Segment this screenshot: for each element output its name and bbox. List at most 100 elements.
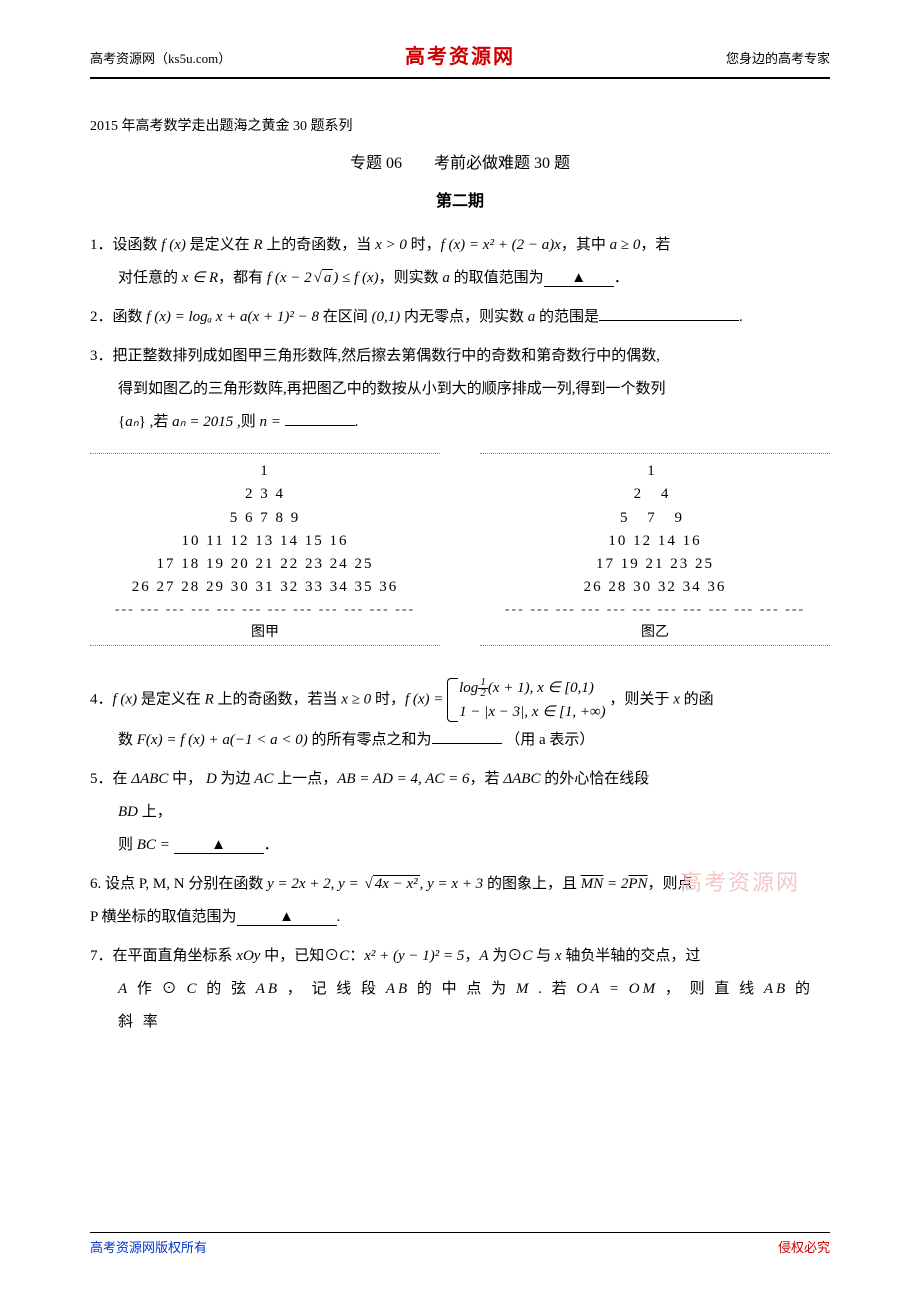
header-left-text: 高考资源网（ bbox=[90, 51, 168, 66]
p7-t: ， 记 线 段 bbox=[280, 981, 386, 997]
p7-t: 的 中 点 为 bbox=[410, 981, 516, 997]
p5-t: 中， bbox=[168, 771, 206, 787]
tri-row: 10 11 12 13 14 15 16 bbox=[90, 530, 440, 553]
p3-num: 3． bbox=[90, 348, 113, 364]
p2-intv: (0,1) bbox=[371, 309, 400, 325]
sqrt-icon: √a bbox=[312, 262, 334, 295]
p2-t: 内无零点，则实数 bbox=[400, 309, 528, 325]
p1-xinR: x ∈ R bbox=[182, 270, 218, 286]
p5-eq: AB = AD = 4, AC = 6 bbox=[337, 771, 469, 787]
header-rule bbox=[90, 77, 830, 79]
p7-t: ： bbox=[349, 948, 364, 964]
p7-C2: C bbox=[522, 948, 532, 964]
p4-Fx: F(x) = f (x) + a(−1 < a < 0) bbox=[137, 732, 308, 748]
p6-l2: P 横坐标的取值范围为 bbox=[90, 909, 237, 925]
p7-AB: AB bbox=[256, 981, 280, 997]
p6-num: 6. bbox=[90, 876, 105, 892]
p3-an: aₙ bbox=[125, 414, 138, 430]
tri-row: 2 4 bbox=[480, 483, 830, 506]
p5-t: 上一点， bbox=[273, 771, 337, 787]
p5-tri: ΔABC bbox=[131, 771, 168, 787]
p1-t: ，都有 bbox=[218, 270, 267, 286]
p7-eq: x² + (y − 1)² = 5 bbox=[364, 948, 464, 964]
tri-row: 26 27 28 29 30 31 32 33 34 35 36 bbox=[90, 576, 440, 599]
tri-row: 1 bbox=[90, 460, 440, 483]
problem-7: 7．在平面直角坐标系 xOy 中，已知⊙C：x² + (y − 1)² = 5，… bbox=[90, 940, 830, 1039]
p2-t: 在区间 bbox=[319, 309, 372, 325]
tri-row: 2 3 4 bbox=[90, 483, 440, 506]
p7-AB2: AB bbox=[386, 981, 410, 997]
p4-t: 的所有零点之和为 bbox=[308, 732, 432, 748]
triangle-icon: ▲ bbox=[211, 837, 226, 853]
piecewise-brace: log12(x + 1), x ∈ [0,1) 1 − |x − 3|, x ∈… bbox=[447, 676, 606, 724]
p5-t: ，若 bbox=[470, 771, 504, 787]
p3-period: . bbox=[355, 414, 359, 430]
fraction-half-icon: 12 bbox=[478, 678, 488, 699]
p1-t: 是定义在 bbox=[186, 237, 254, 253]
p4-t: 数 bbox=[118, 732, 137, 748]
problem-6: 6. 设点 P, M, N 分别在函数 y = 2x + 2, y = √4x … bbox=[90, 868, 830, 934]
p5-BD: BD bbox=[118, 804, 138, 820]
p1-t: ，则实数 bbox=[379, 270, 443, 286]
p1-t: 对任意的 bbox=[118, 270, 182, 286]
figure-caption: 图甲 bbox=[90, 621, 440, 641]
vector-MN: MN bbox=[581, 876, 604, 892]
p6-period: . bbox=[337, 909, 341, 925]
p1-ineq2: ) ≤ f (x) bbox=[333, 270, 378, 286]
p7-C: C bbox=[339, 948, 349, 964]
p1-t: ，若 bbox=[640, 237, 670, 253]
p7-xOy: xOy bbox=[236, 948, 260, 964]
p1-period: ． bbox=[614, 270, 629, 286]
header-link[interactable]: ks5u.com bbox=[168, 51, 218, 66]
p7-t: 轴负半轴的交点，过 bbox=[562, 948, 701, 964]
p6-eq: = 2 bbox=[603, 876, 628, 892]
tri-dots: --- --- --- --- --- --- --- --- --- --- … bbox=[90, 600, 440, 620]
p7-t: 的 弦 bbox=[199, 981, 255, 997]
p7-x: x bbox=[555, 948, 562, 964]
p3-t: ,则 bbox=[233, 414, 259, 430]
p5-num: 5． bbox=[90, 771, 113, 787]
p5-D: D bbox=[206, 771, 217, 787]
phase-title: 第二期 bbox=[90, 187, 830, 211]
p1-t: 设函数 bbox=[113, 237, 162, 253]
p5-t: 则 bbox=[118, 837, 137, 853]
p5-AC: AC bbox=[254, 771, 273, 787]
sqrt-icon: √4x − x² bbox=[362, 868, 419, 901]
p3-l1: 把正整数排列成如图甲三角形数阵,然后擦去第偶数行中的奇数和第奇数行中的偶数, bbox=[113, 348, 661, 364]
p1-t: ，其中 bbox=[561, 237, 610, 253]
problem-3: 3．把正整数排列成如图甲三角形数阵,然后擦去第偶数行中的奇数和第奇数行中的偶数,… bbox=[90, 340, 830, 439]
p1-a: a bbox=[442, 270, 450, 286]
p1-fx: f (x) bbox=[161, 237, 186, 253]
p1-cond: x > 0 bbox=[375, 237, 407, 253]
tri-dots: --- --- --- --- --- --- --- --- --- --- … bbox=[480, 600, 830, 620]
p6-t: ，则点 bbox=[648, 876, 693, 892]
p5-t: 的外心恰在线段 bbox=[540, 771, 649, 787]
p7-t: 中，已知⊙ bbox=[260, 948, 339, 964]
header-brand: 高考资源网 bbox=[405, 40, 515, 69]
p7-A: A bbox=[479, 948, 488, 964]
p4-log: log bbox=[459, 680, 478, 696]
p1-t: 上的奇函数，当 bbox=[263, 237, 376, 253]
piecewise-line-2: 1 − |x − 3|, x ∈ [1, +∞) bbox=[459, 700, 606, 724]
p7-t: 为⊙ bbox=[489, 948, 523, 964]
p4-t: ，则关于 bbox=[609, 692, 673, 708]
p6-t: 的图象上，且 bbox=[483, 876, 581, 892]
p4-t: 是定义在 bbox=[137, 692, 205, 708]
p4-blank bbox=[432, 743, 502, 744]
tri-row: 17 18 19 20 21 22 23 24 25 bbox=[90, 553, 440, 576]
p4-fxl: f (x) = bbox=[405, 692, 447, 708]
p7-AB3: AB bbox=[764, 981, 788, 997]
topic-title: 专题 06 考前必做难题 30 题 bbox=[90, 149, 830, 173]
p3-t: } ,若 bbox=[139, 414, 172, 430]
header-right: 您身边的高考专家 bbox=[726, 48, 830, 67]
p4-num: 4． bbox=[90, 692, 113, 708]
p4-t: 的函 bbox=[680, 692, 714, 708]
vector-PN: PN bbox=[628, 876, 647, 892]
p2-t: 函数 bbox=[113, 309, 147, 325]
figure-jia: 1 2 3 4 5 6 7 8 9 10 11 12 13 14 15 16 1… bbox=[90, 453, 440, 646]
footer-left: 高考资源网版权所有 bbox=[90, 1237, 207, 1256]
p7-M: M bbox=[516, 981, 532, 997]
p7-OAOM: OA = OM bbox=[576, 981, 658, 997]
p5-period: ． bbox=[264, 837, 279, 853]
p5-blank: ▲ bbox=[174, 838, 264, 854]
